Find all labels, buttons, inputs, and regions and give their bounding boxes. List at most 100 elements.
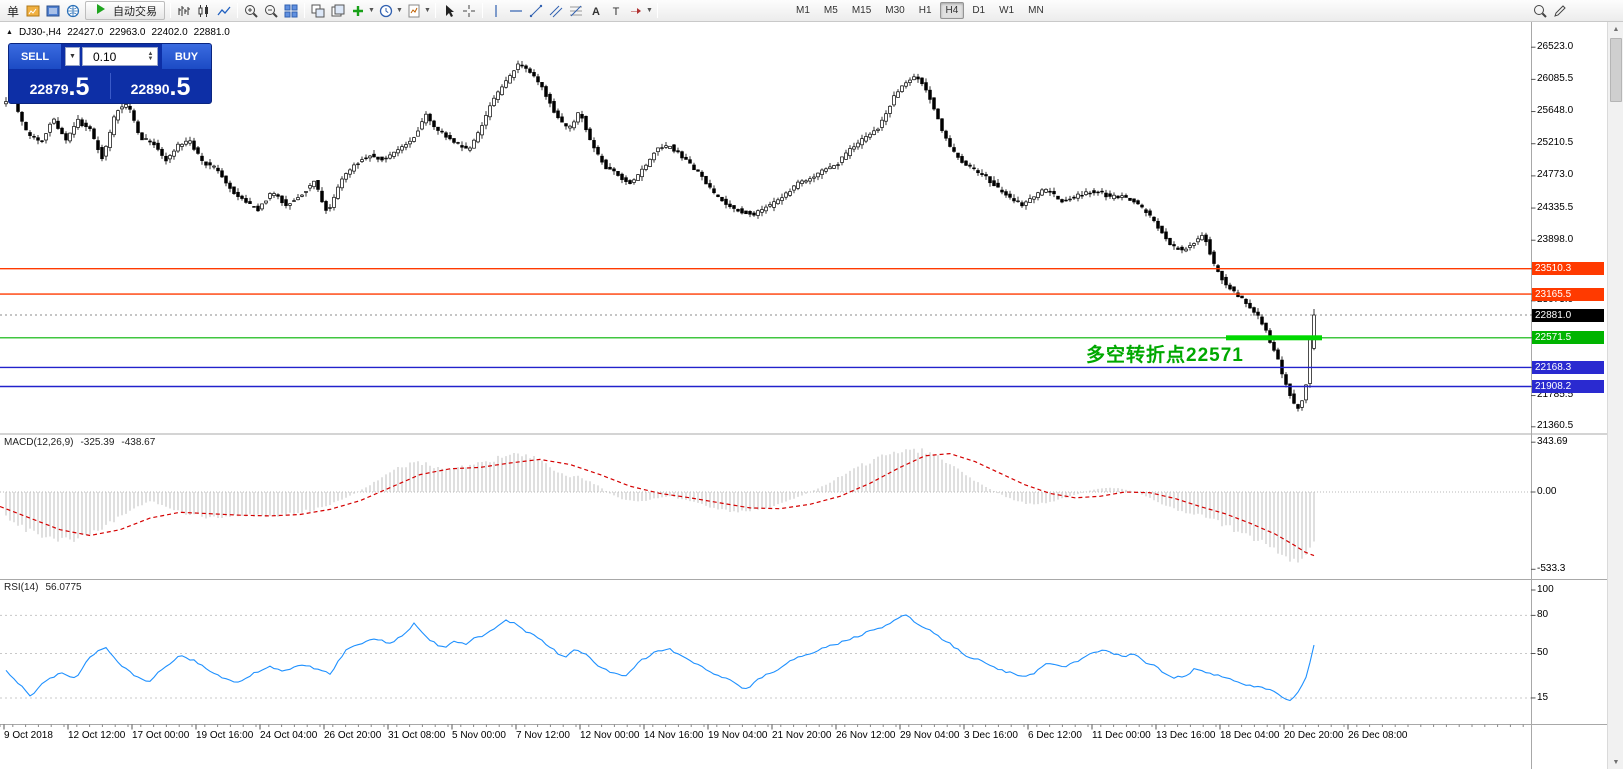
trendline-button[interactable] — [526, 1, 546, 21]
time-axis-label: 24 Oct 04:00 — [260, 730, 318, 741]
timeframe-button-W1[interactable]: W1 — [999, 5, 1015, 16]
volume-stepper[interactable]: ▲ ▼ — [147, 50, 154, 62]
market-watch-icon — [26, 5, 40, 16]
price-tick-label: 25210.5 — [1537, 137, 1574, 149]
close-value: 22881.0 — [193, 27, 230, 38]
high-value: 22963.0 — [109, 27, 146, 38]
candlestick-chart-button[interactable] — [194, 1, 214, 21]
cascade-windows-button[interactable] — [328, 1, 348, 21]
scrollbar-up-icon[interactable]: ▲ — [1612, 25, 1620, 33]
time-axis-label: 19 Oct 16:00 — [196, 730, 254, 741]
zoom-out-icon — [265, 4, 278, 18]
volume-preset-dropdown[interactable]: ▼ — [65, 47, 80, 66]
periods-button[interactable] — [376, 1, 396, 21]
price-tick-label: 26523.0 — [1537, 40, 1574, 52]
vertical-line-button[interactable] — [486, 1, 506, 21]
price-line-label: 23165.5 — [1532, 287, 1604, 301]
time-axis-label: 20 Dec 20:00 — [1284, 730, 1344, 741]
text-button[interactable]: A — [586, 1, 606, 21]
autotrade-button[interactable]: 自动交易 — [85, 1, 165, 20]
indicators-dropdown-icon[interactable]: ▼ — [368, 7, 375, 14]
price-line-label: 22881.0 — [1532, 308, 1604, 322]
data-window-button[interactable] — [43, 1, 63, 21]
time-axis-label: 26 Oct 20:00 — [324, 730, 382, 741]
periods-dropdown-icon[interactable]: ▼ — [396, 7, 403, 14]
navigator-button[interactable] — [63, 1, 83, 21]
bars-chart-button[interactable] — [174, 1, 194, 21]
templates-dropdown-icon[interactable]: ▼ — [424, 7, 431, 14]
text-label-button[interactable]: T — [606, 1, 626, 21]
tile-windows-icon — [284, 4, 298, 17]
price-tick-label: 100 — [1537, 583, 1554, 595]
indicators-icon — [353, 5, 363, 16]
price-tick-label: 24335.5 — [1537, 201, 1574, 213]
label-icon: T — [613, 6, 620, 18]
tile-windows-button[interactable] — [281, 1, 301, 21]
sell-button[interactable]: SELL — [9, 44, 61, 69]
equidistant-channel-button[interactable] — [546, 1, 566, 21]
timeframe-button-D1[interactable]: D1 — [972, 5, 986, 16]
templates-icon — [408, 4, 420, 17]
pivot-annotation-text[interactable]: 多空转折点22571 — [1086, 345, 1244, 366]
timeframe-button-M15[interactable]: M15 — [851, 5, 872, 16]
open-value: 22427.0 — [67, 27, 104, 38]
timeframe-button-M30[interactable]: M30 — [885, 5, 905, 16]
time-axis-label: 29 Nov 04:00 — [900, 730, 960, 741]
arrange-windows-button[interactable] — [308, 1, 328, 21]
sell-price[interactable]: 22879.5 — [29, 73, 90, 101]
time-axis-label: 9 Oct 2018 — [4, 730, 53, 741]
zoom-out-button[interactable] — [261, 1, 281, 21]
templates-button[interactable] — [404, 1, 424, 21]
price-tick-label: 24773.0 — [1537, 169, 1574, 181]
timeframe-button-H4[interactable]: H4 — [939, 2, 965, 19]
time-axis-label: 13 Dec 16:00 — [1156, 730, 1216, 741]
indicators-button[interactable] — [348, 1, 368, 21]
cursor-button[interactable] — [439, 1, 459, 21]
scrollbar-thumb[interactable] — [1610, 38, 1622, 102]
price-tick-label: 26085.5 — [1537, 72, 1574, 84]
pivot-line-segment[interactable] — [1226, 335, 1322, 341]
time-axis-label: 14 Nov 16:00 — [644, 730, 704, 741]
new-order-button[interactable]: 单 — [3, 1, 23, 21]
candlestick-series — [4, 60, 1316, 412]
buy-button[interactable]: BUY — [162, 44, 211, 69]
macd-indicator-label: MACD(12,26,9) -325.39 -438.67 — [4, 437, 156, 448]
price-tick-label: 15 — [1537, 691, 1549, 703]
arrange-icon — [311, 4, 325, 17]
buy-price[interactable]: 22890.5 — [130, 73, 191, 101]
timeframe-button-M1[interactable]: M1 — [796, 5, 810, 16]
arrows-button[interactable] — [626, 1, 646, 21]
fibonacci-button[interactable] — [566, 1, 586, 21]
text-icon: A — [592, 6, 600, 18]
market-watch-button[interactable] — [23, 1, 43, 21]
candles-chart-icon — [198, 4, 208, 17]
crosshair-button[interactable] — [459, 1, 479, 21]
cascade-icon — [331, 4, 345, 16]
price-tick-label: 50 — [1537, 647, 1549, 658]
horizontal-line-button[interactable] — [506, 1, 526, 21]
data-window-icon — [46, 5, 60, 16]
edit-button[interactable] — [1550, 1, 1570, 21]
timeframe-button-H1[interactable]: H1 — [918, 5, 932, 16]
toolbar-separator — [237, 3, 238, 18]
search-button[interactable] — [1530, 1, 1550, 21]
channel-icon — [549, 5, 563, 17]
svg-text:A: A — [592, 6, 600, 18]
one-click-trade-panel: SELL ▼ 0.10 ▲ ▼ BUY 22879.5 22890.5 — [8, 43, 212, 104]
vertical-scrollbar[interactable]: ▲ ▼ — [1607, 22, 1623, 769]
scrollbar-down-icon[interactable]: ▼ — [1612, 758, 1620, 766]
line-chart-button[interactable] — [214, 1, 234, 21]
timeframe-button-M5[interactable]: M5 — [823, 5, 838, 16]
trade-panel-collapse-icon[interactable]: ▲ — [6, 29, 13, 36]
low-value: 22402.0 — [151, 27, 188, 38]
bars-chart-icon — [178, 5, 190, 16]
price-line-label: 22168.3 — [1532, 360, 1604, 374]
periods-icon — [379, 4, 393, 17]
shapes-dropdown-icon[interactable]: ▼ — [646, 7, 653, 14]
timeframe-button-MN[interactable]: MN — [1028, 5, 1044, 16]
new-order-icon: 单 — [7, 5, 19, 19]
volume-input[interactable]: 0.10 ▲ ▼ — [82, 47, 158, 66]
zoom-in-button[interactable] — [241, 1, 261, 21]
